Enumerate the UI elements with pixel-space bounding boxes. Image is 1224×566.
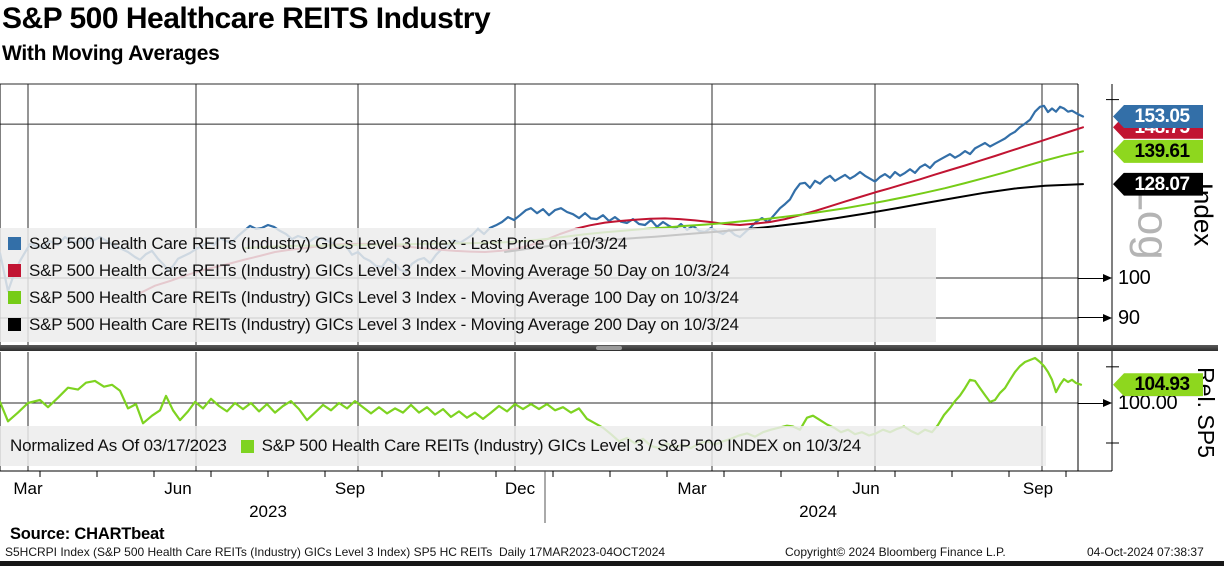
x-axis-year-label: 2023 (249, 502, 287, 521)
footer-copyright: Copyright© 2024 Bloomberg Finance L.P. (785, 545, 1006, 559)
log-scale-watermark: Log (1128, 186, 1178, 260)
x-axis-month-label: Sep (1022, 479, 1054, 498)
legend-row-0: S&P 500 Health Care REITs (Industry) GIC… (0, 230, 936, 257)
x-axis-month-label: Sep (334, 479, 366, 498)
ratio-axis-tick-line (1078, 402, 1104, 404)
price-tag-139.61: 139.61 (1113, 139, 1203, 163)
ratio-axis-tick-arrow-icon (1103, 399, 1112, 407)
price-tag-128.07: 128.07 (1113, 172, 1203, 196)
main-axis-tick-line (1078, 317, 1104, 319)
footer-ticker-info: S5HCRPI Index (S&P 500 Health Care REITs… (5, 545, 666, 559)
main-axis-tick-label: 90 (1118, 306, 1140, 329)
footer-timestamp: 04-Oct-2024 07:38:37 (1087, 545, 1204, 559)
legend-label: S&P 500 Health Care REITs (Industry) GIC… (29, 287, 739, 307)
legend-label: S&P 500 Health Care REITs (Industry) GIC… (29, 233, 628, 253)
legend-swatch-icon (8, 291, 21, 304)
ratio-tag-104.93: 104.93 (1113, 373, 1203, 397)
ratio-series-swatch (240, 439, 254, 453)
x-axis-month-label: Jun (852, 479, 880, 498)
legend-row-2: S&P 500 Health Care REITs (Industry) GIC… (0, 284, 936, 311)
page-subtitle: With Moving Averages (2, 42, 220, 65)
main-axis-tick-line (1078, 277, 1104, 279)
legend-swatch-icon (8, 318, 21, 331)
legend-label: S&P 500 Health Care REITs (Industry) GIC… (29, 314, 739, 334)
main-legend: S&P 500 Health Care REITs (Industry) GIC… (0, 228, 936, 342)
legend-swatch-icon (8, 237, 21, 250)
x-axis-month-label: Mar (677, 479, 707, 498)
x-axis-month-label: Jun (164, 479, 192, 498)
legend-row-3: S&P 500 Health Care REITs (Industry) GIC… (0, 311, 936, 338)
ratio-legend: Normalized As Of 03/17/2023 S&P 500 Heal… (0, 426, 1046, 466)
source-line: Source: CHARTbeat (10, 525, 165, 543)
x-axis-month-label: Mar (13, 479, 43, 498)
panel-resize-handle[interactable] (596, 346, 622, 350)
legend-swatch-icon (8, 264, 21, 277)
x-axis-month-label: Dec (504, 479, 536, 498)
bottom-window-strip (0, 561, 1224, 566)
x-axis-year-label: 2024 (799, 502, 837, 521)
normalized-as-of-label: Normalized As Of 03/17/2023 (10, 436, 227, 455)
price-tag-153.05: 153.05 (1113, 104, 1203, 128)
ratio-axis-tick-label: 100.00 (1118, 392, 1178, 414)
page-title: S&P 500 Healthcare REITS Industry (2, 2, 491, 35)
main-axis-tick-arrow-icon (1103, 313, 1112, 322)
legend-row-1: S&P 500 Health Care REITs (Industry) GIC… (0, 257, 936, 284)
legend-label: S&P 500 Health Care REITs (Industry) GIC… (29, 260, 730, 280)
ratio-series-label: S&P 500 Health Care REITs (Industry) GIC… (261, 436, 862, 455)
main-axis-tick-arrow-icon (1103, 274, 1112, 282)
main-axis-tick-label: 100 (1118, 267, 1151, 289)
